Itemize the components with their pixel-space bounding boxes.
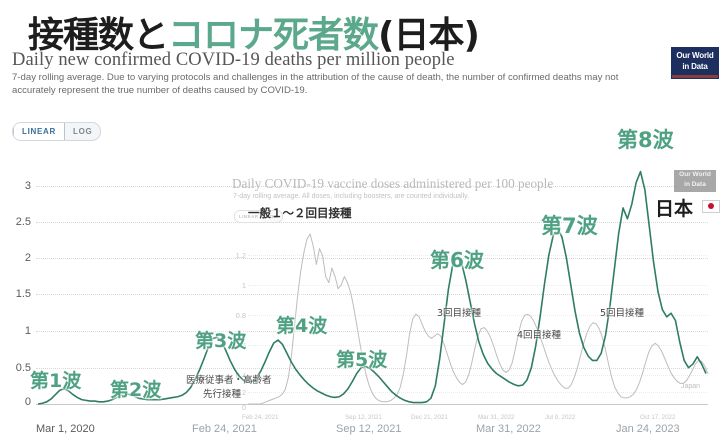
inner-y-tick-0p4: 0.4 (235, 371, 246, 380)
inner-gridline-0p6 (248, 345, 708, 346)
inner-y-tick-1p2: 1.2 (235, 251, 246, 260)
gridline-2p5 (36, 222, 708, 223)
series-label-japan: Japan (681, 383, 701, 390)
wave-label-3: 第3波 (195, 330, 247, 352)
inner-scale-toggle[interactable]: LINEAR LOG (234, 210, 283, 223)
y-tick-0p5: 0.5 (15, 362, 31, 374)
inner-scale-toggle-log[interactable]: LOG (266, 214, 278, 219)
chart-subtitle: 7-day rolling average. Due to varying pr… (12, 72, 619, 96)
inner-gridline-0p2 (248, 392, 708, 393)
our-world-in-data-logo-watermark: Our World in Data (674, 170, 716, 192)
watermark-line-2: in Data (684, 181, 706, 188)
country-label: 日本 (655, 198, 694, 220)
inner-x-tick-2: Dec 21, 2021 (411, 414, 448, 421)
logo-line-2: in Data (682, 62, 708, 71)
inner-x-tick-5: Oct 17, 2022 (640, 414, 676, 421)
wave-label-5: 第5波 (336, 349, 388, 371)
inner-scale-toggle-linear[interactable]: LINEAR (235, 211, 263, 222)
y-tick-2p5: 2.5 (15, 216, 31, 228)
covid-deaths-line (37, 170, 707, 405)
y-tick-0: 0 (24, 396, 31, 408)
annotation-priority-groups-2: 先行接種 (203, 389, 242, 400)
x-tick-2: Sep 12, 2021 (336, 423, 402, 435)
page-title-part3: (日本) (378, 15, 480, 56)
inner-x-tick-3: Mar 31, 2022 (478, 414, 515, 421)
annotation-dose-5: 5回目接種 (600, 308, 645, 319)
y-tick-3: 3 (24, 180, 31, 192)
y-tick-1p5: 1.5 (15, 288, 31, 300)
our-world-in-data-logo: Our World in Data (672, 48, 718, 78)
x-tick-1: Feb 24, 2021 (192, 423, 257, 435)
inner-y-tick-0p8: 0.8 (235, 311, 246, 320)
x-tick-4: Jan 24, 2023 (616, 423, 680, 435)
inner-y-tick-0: 0 (241, 403, 246, 412)
page-title: 接種数とコロナ死者数(日本) (28, 6, 480, 58)
x-tick-3: Mar 31, 2022 (476, 423, 541, 435)
japan-flag-icon (702, 200, 720, 213)
page-title-part2: コロナ死者数 (168, 15, 379, 56)
inner-y-tick-0p6: 0.6 (235, 341, 246, 350)
scale-toggle[interactable]: LINEAR LOG (12, 122, 102, 141)
inner-x-tick-1: Sep 12, 2021 (345, 414, 382, 421)
wave-label-4: 第4波 (276, 315, 328, 337)
inner-x-tick-4: Jul 9, 2022 (545, 414, 576, 421)
inner-chart-title: Daily COVID-19 vaccine doses administere… (232, 176, 554, 191)
wave-label-2: 第2波 (110, 379, 162, 401)
inner-gridline-1 (248, 285, 708, 286)
inner-gridline-1p2 (248, 255, 708, 256)
annotation-dose-4: 4回目接種 (517, 330, 562, 341)
y-tick-1: 1 (24, 325, 31, 337)
x-tick-0: Mar 1, 2020 (36, 423, 95, 435)
inner-gridline-0p8 (248, 315, 708, 316)
inner-y-tick-1: 1 (241, 281, 246, 290)
wave-label-8: 第8波 (617, 128, 674, 152)
watermark-line-1: Our World (679, 171, 711, 178)
gridline-3 (36, 186, 708, 187)
logo-line-1: Our World (676, 51, 714, 60)
inner-x-tick-0: Feb 24, 2021 (242, 414, 279, 421)
inner-gridline-0p4 (248, 375, 708, 376)
page-title-part1: 接種数と (28, 15, 169, 56)
wave-label-1: 第1波 (30, 370, 82, 392)
x-axis-line (36, 404, 708, 405)
wave-label-6: 第6波 (430, 248, 484, 272)
scale-toggle-log[interactable]: LOG (72, 127, 93, 136)
inner-chart-subtitle: 7-day rolling average. All doses, includ… (233, 193, 470, 200)
gridline-1p5 (36, 294, 708, 295)
chart-title: Daily new confirmed COVID-19 deaths per … (12, 50, 455, 70)
annotation-dose-3: 3回目接種 (437, 308, 482, 319)
gridline-2 (36, 258, 708, 259)
inner-y-tick-0p2: 0.2 (235, 388, 246, 397)
gridline-0p5 (36, 368, 708, 369)
gridline-1 (36, 331, 708, 332)
annotation-priority-groups: 医療従事者・高齢者 (186, 375, 272, 386)
annotation-general-vaccination: 一般１～２回目接種 (248, 206, 352, 220)
y-tick-2: 2 (24, 252, 31, 264)
wave-label-7: 第7波 (541, 214, 598, 238)
scale-toggle-linear[interactable]: LINEAR (13, 123, 65, 140)
